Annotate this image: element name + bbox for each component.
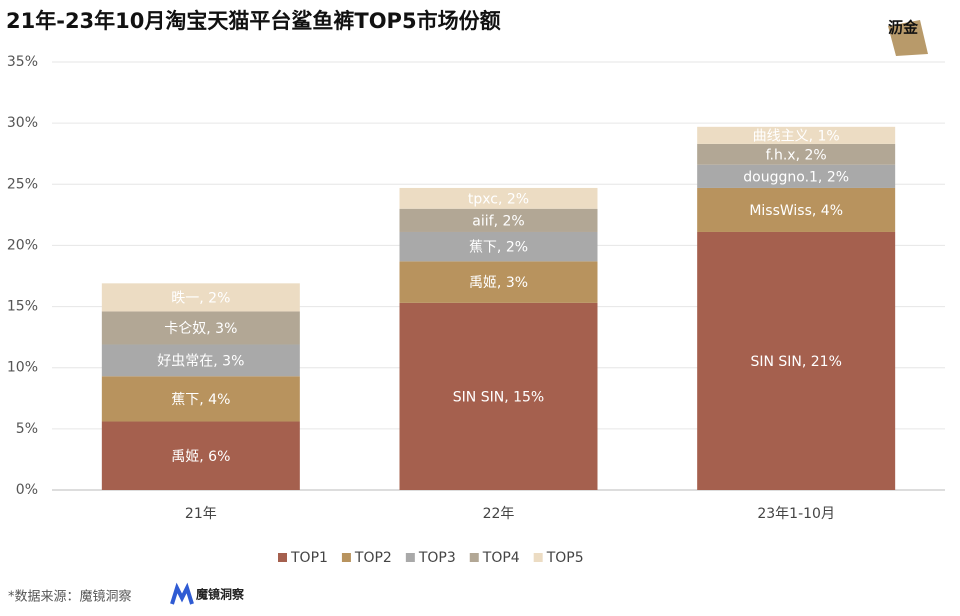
y-tick-label: 5% (16, 421, 38, 437)
bar-segment (101, 344, 300, 377)
bar-segment (399, 208, 598, 232)
data-label: MissWiss, 4% (749, 203, 843, 219)
legend-label: TOP4 (482, 550, 520, 566)
bar-segment (697, 143, 896, 165)
x-tick-label: 21年 (185, 506, 217, 522)
y-tick-label: 20% (7, 237, 38, 253)
data-label: SIN SIN, 15% (453, 389, 544, 405)
x-tick-label: 22年 (483, 506, 515, 522)
legend-swatch (405, 553, 415, 562)
y-tick-label: 25% (7, 176, 38, 192)
logo-shape (888, 20, 928, 56)
legend-label: TOP5 (546, 550, 584, 566)
bar-segment (399, 302, 598, 490)
legend-label: TOP1 (290, 550, 328, 566)
bar-segment (101, 421, 300, 490)
legend-swatch (533, 553, 543, 562)
brand-logo-text: 魔镜洞察 (196, 587, 245, 602)
data-label: 曲线主义, 1% (753, 128, 840, 144)
data-label: f.h.x, 2% (766, 147, 827, 163)
data-label: 禹姬, 6% (171, 449, 230, 465)
data-label: 昳一, 2% (171, 290, 230, 306)
bar-segment (697, 187, 896, 232)
legend-label: TOP3 (418, 550, 456, 566)
data-label: SIN SIN, 21% (750, 354, 841, 370)
bar-segment (399, 187, 598, 209)
data-label: douggno.1, 2% (743, 169, 849, 185)
source: *数据来源：魔镜洞察 (8, 590, 132, 605)
x-tick-label: 23年1-10月 (757, 506, 835, 522)
legend-label: TOP2 (354, 550, 392, 566)
data-label: 蕉下, 2% (469, 240, 528, 256)
data-label: 禹姬, 3% (469, 275, 528, 291)
bar-segment (697, 164, 896, 188)
y-tick-label: 30% (7, 115, 38, 131)
legend-swatch (341, 553, 351, 562)
brand-logo-icon (170, 582, 194, 605)
bar-segment (101, 311, 300, 345)
data-label: aiif, 2% (472, 213, 524, 229)
bar-segment (101, 376, 300, 422)
legend-swatch (278, 553, 287, 562)
y-tick-label: 15% (7, 299, 38, 315)
corner-logo: 沥金 (888, 19, 928, 56)
bar-segment (697, 231, 896, 490)
logo-text: 沥金 (888, 19, 919, 37)
chart-title: 21年-23年10月淘宝天猫平台鲨鱼裤TOP5市场份额 (6, 9, 501, 33)
data-label: 好虫常在, 3% (157, 353, 244, 369)
data-label: 蕉下, 4% (171, 392, 230, 408)
bar-segment (101, 283, 300, 312)
y-tick-label: 10% (7, 360, 38, 376)
bar-segment (399, 231, 598, 262)
legend-swatch (469, 553, 479, 562)
data-label: tpxc, 2% (468, 191, 529, 207)
y-tick-label: 0% (16, 482, 38, 498)
data-label: 卡仑奴, 3% (164, 320, 237, 337)
y-tick-label: 35% (7, 54, 38, 70)
bar-segment (399, 261, 598, 303)
bar-segment (697, 126, 896, 144)
